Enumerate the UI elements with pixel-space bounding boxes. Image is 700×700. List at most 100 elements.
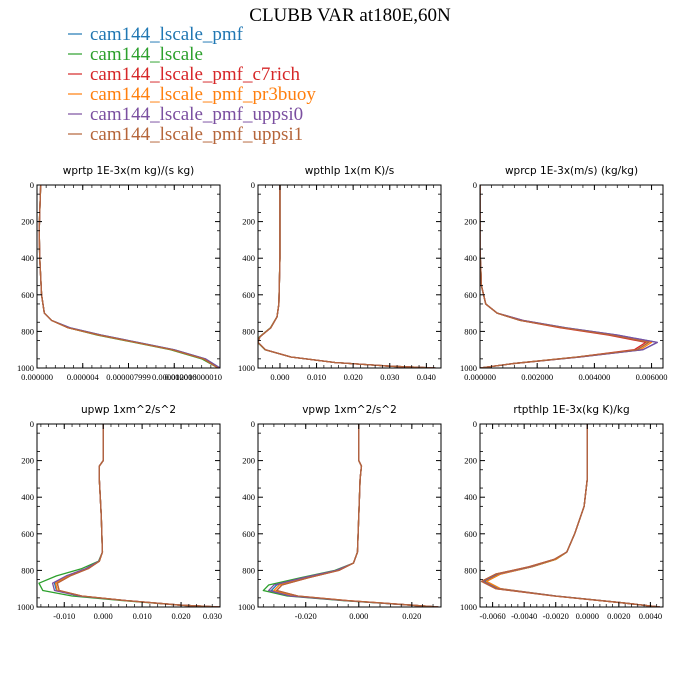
y-tick-label: 400 xyxy=(464,492,477,502)
y-tick-label: 1000 xyxy=(238,602,255,612)
y-tick-label: 400 xyxy=(242,492,255,502)
y-tick-label: 600 xyxy=(242,529,255,539)
x-tick-label: 0.020 xyxy=(402,611,421,621)
series-group xyxy=(480,185,658,368)
panel: rtpthlp 1E-3x(kg K)/kg02004006008001000-… xyxy=(460,404,664,621)
series-line-2 xyxy=(56,424,220,607)
legend-label: cam144_lscale_pmf_c7rich xyxy=(90,64,300,85)
y-tick-label: 400 xyxy=(464,253,477,263)
panel-title: rtpthlp 1E-3x(kg K)/kg xyxy=(513,404,629,416)
x-tick-label: 0.000 xyxy=(349,611,368,621)
plot-frame xyxy=(257,184,442,369)
series-group xyxy=(258,185,436,368)
legend-label: cam144_lscale_pmf_uppsi0 xyxy=(90,104,303,125)
legend-label: cam144_lscale_pmf_uppsi1 xyxy=(90,124,303,145)
x-tick-label: 0.000000 xyxy=(21,372,53,382)
x-tick-label: 0.010 xyxy=(307,372,326,382)
series-line-3 xyxy=(273,424,439,607)
panel: vpwp 1xm^2/s^2 0 200 400 600 800 1000 -0.020 0.0… xyxy=(238,404,442,621)
x-tick-label: 0.0040 xyxy=(639,611,662,621)
y-tick-label: 800 xyxy=(21,326,34,336)
y-tick-label: 1000 xyxy=(238,363,255,373)
legend-item: cam144_lscale xyxy=(68,44,203,65)
y-tick-label: 0 xyxy=(251,419,255,429)
series-line-0 xyxy=(53,424,220,607)
series-line-2 xyxy=(258,185,436,368)
series-line-3 xyxy=(55,424,220,607)
series-line-0 xyxy=(258,185,436,368)
legend-item: cam144_lscale_pmf xyxy=(68,24,244,45)
y-tick-label: 600 xyxy=(242,290,255,300)
legend-label: cam144_lscale_pmf xyxy=(90,24,244,45)
panel-title: wprtp 1E-3x(m kg)/(s kg) xyxy=(63,165,194,177)
series-group xyxy=(38,185,220,368)
series-line-3 xyxy=(258,185,436,368)
x-tick-label: 0.000012000 xyxy=(152,372,197,382)
series-line-1 xyxy=(262,424,439,607)
legend-item: cam144_lscale_pmf_uppsi0 xyxy=(68,104,303,125)
legend-item: cam144_lscale_pmf_c7rich xyxy=(68,64,300,85)
series-line-1 xyxy=(484,424,660,607)
y-tick-label: 800 xyxy=(464,565,477,575)
series-line-4 xyxy=(258,185,436,368)
x-tick-label: -0.020 xyxy=(295,611,317,621)
legend-label: cam144_lscale xyxy=(90,44,203,65)
y-tick-label: 1000 xyxy=(17,363,34,373)
y-tick-label: 200 xyxy=(21,456,34,466)
plot-frame xyxy=(257,423,442,608)
plot-frame xyxy=(36,423,221,608)
series-group xyxy=(480,424,660,607)
y-tick-label: 200 xyxy=(464,456,477,466)
series-line-5 xyxy=(480,185,650,368)
x-tick-label: 0.030 xyxy=(203,611,222,621)
y-tick-label: 200 xyxy=(21,217,34,227)
legend-item: cam144_lscale_pmf_uppsi1 xyxy=(68,124,303,145)
x-tick-label: 0.020 xyxy=(344,372,363,382)
panel-title: wprcp 1E-3x(m/s) (kg/kg) xyxy=(505,165,638,177)
y-tick-label: 800 xyxy=(242,326,255,336)
y-tick-label: 400 xyxy=(21,253,34,263)
series-group xyxy=(262,424,439,607)
y-tick-label: 0 xyxy=(473,419,477,429)
series-line-3 xyxy=(485,424,660,607)
panel: wpthlp 1x(m K)/s 0 200 400 600 800 1000 0.000 0.… xyxy=(238,165,442,382)
x-tick-label: -0.0060 xyxy=(480,611,506,621)
y-tick-label: 0 xyxy=(30,419,34,429)
x-tick-label: 0.0000 xyxy=(576,611,599,621)
panel: wprcp 1E-3x(m/s) (kg/kg) 0 200 400 600 800 100… xyxy=(460,165,668,382)
series-line-5 xyxy=(56,424,220,607)
legend: cam144_lscale_pmfcam144_lscalecam144_lsc… xyxy=(68,24,316,145)
panel-title: vpwp 1xm^2/s^2 xyxy=(302,404,397,416)
series-line-5 xyxy=(38,185,219,368)
x-tick-label: 0.0020 xyxy=(607,611,630,621)
series-line-4 xyxy=(51,424,220,607)
series-line-3 xyxy=(480,185,653,368)
x-tick-label: -0.0020 xyxy=(543,611,569,621)
y-tick-label: 200 xyxy=(242,456,255,466)
series-line-0 xyxy=(485,424,660,607)
x-tick-label: 0.030 xyxy=(380,372,399,382)
y-tick-label: 0 xyxy=(30,180,34,190)
y-tick-label: 200 xyxy=(464,217,477,227)
x-tick-label: 0.000016000010 xyxy=(165,372,222,382)
series-line-2 xyxy=(480,185,647,368)
legend-item: cam144_lscale_pmf_pr3buoy xyxy=(68,84,316,105)
x-tick-label: -0.010 xyxy=(53,611,75,621)
y-tick-label: 0 xyxy=(473,180,477,190)
series-line-1 xyxy=(38,424,220,607)
x-tick-label: 0.006000 xyxy=(636,372,668,382)
x-tick-label: 0.002000 xyxy=(521,372,553,382)
y-tick-label: 1000 xyxy=(460,602,477,612)
series-line-2 xyxy=(480,424,660,607)
figure-title: CLUBB VAR at180E,60N xyxy=(249,5,451,26)
y-tick-label: 400 xyxy=(242,253,255,263)
series-line-5 xyxy=(275,424,439,607)
series-line-5 xyxy=(480,424,660,607)
series-line-4 xyxy=(482,424,660,607)
x-tick-label: 0.000 xyxy=(94,611,113,621)
x-tick-label: -0.0040 xyxy=(511,611,537,621)
x-tick-label: 0.040 xyxy=(417,372,436,382)
plot-frame xyxy=(479,423,664,608)
y-tick-label: 400 xyxy=(21,492,34,502)
